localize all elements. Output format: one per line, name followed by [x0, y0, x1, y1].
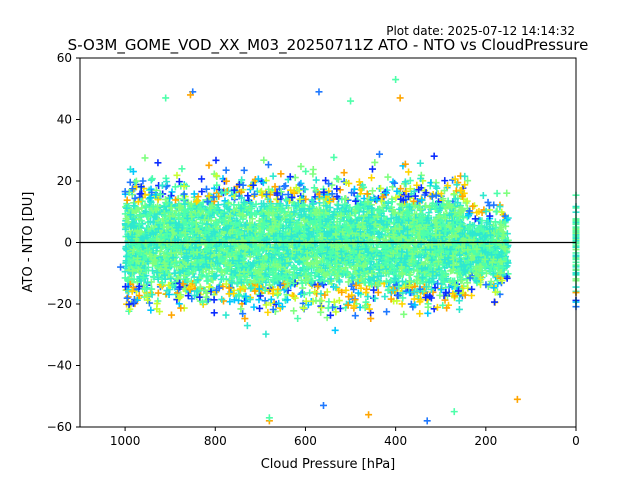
data-point: [294, 315, 302, 323]
data-point: [348, 291, 356, 299]
data-point: [384, 199, 392, 207]
data-point: [368, 165, 376, 173]
data-point: [340, 169, 348, 177]
data-point: [205, 161, 213, 169]
data-point: [453, 181, 461, 189]
data-point: [439, 195, 447, 203]
data-point: [443, 304, 451, 312]
data-point: [237, 305, 245, 313]
data-point: [213, 181, 221, 189]
data-point: [367, 309, 375, 317]
data-point: [371, 294, 379, 302]
data-point: [280, 182, 288, 190]
plot-date-subtitle: Plot date: 2025-07-12 14:14:32: [386, 24, 575, 38]
data-point: [375, 150, 383, 158]
data-point: [141, 285, 149, 293]
data-point: [264, 308, 272, 316]
data-point: [262, 330, 270, 338]
data-point: [334, 201, 342, 209]
data-point: [250, 303, 258, 311]
data-point: [241, 315, 249, 323]
data-point: [175, 178, 183, 186]
data-point: [297, 179, 305, 187]
data-point: [441, 296, 449, 304]
data-point: [302, 167, 310, 175]
data-point: [198, 175, 206, 183]
data-point: [416, 310, 424, 318]
data-point: [415, 186, 423, 194]
data-point: [441, 177, 449, 185]
data-point: [430, 152, 438, 160]
data-point: [202, 185, 210, 193]
data-point: [401, 160, 409, 168]
data-point: [212, 156, 220, 164]
data-point: [413, 181, 421, 189]
data-point: [208, 268, 216, 276]
data-point: [198, 188, 206, 196]
data-point: [384, 173, 392, 181]
data-point: [336, 186, 344, 194]
data-point: [331, 326, 339, 334]
data-point: [163, 178, 171, 186]
data-point: [167, 311, 175, 319]
data-point: [140, 281, 148, 289]
data-point: [290, 307, 298, 315]
data-point: [177, 304, 185, 312]
data-point: [464, 177, 472, 185]
data-point: [147, 176, 155, 184]
data-point: [398, 300, 406, 308]
data-point: [240, 166, 248, 174]
chart-title: S-O3M_GOME_VOD_XX_M03_20250711Z ATO - NT…: [68, 36, 589, 55]
data-point: [342, 286, 350, 294]
data-point: [377, 184, 385, 192]
data-point: [328, 190, 336, 198]
data-point: [311, 288, 319, 296]
data-point: [264, 161, 272, 169]
data-point: [210, 309, 218, 317]
data-point: [381, 293, 389, 301]
data-point: [328, 181, 336, 189]
data-point: [135, 292, 143, 300]
data-point: [402, 187, 410, 195]
data-point: [405, 168, 413, 176]
data-point: [222, 166, 230, 174]
data-point: [330, 153, 338, 161]
data-point: [172, 207, 180, 215]
data-point: [165, 291, 173, 299]
data-point: [406, 177, 414, 185]
data-point: [455, 297, 463, 305]
data-point: [154, 289, 162, 297]
data-point: [237, 188, 245, 196]
data-point: [306, 289, 314, 297]
data-point: [139, 177, 147, 185]
data-point: [262, 278, 270, 286]
data-point: [123, 294, 131, 302]
data-point: [291, 174, 299, 182]
data-point: [397, 185, 405, 193]
data-point: [296, 266, 304, 274]
data-point: [410, 295, 418, 303]
data-point: [269, 172, 277, 180]
data-point: [226, 298, 234, 306]
data-point: [125, 300, 133, 308]
data-point: [351, 296, 359, 304]
